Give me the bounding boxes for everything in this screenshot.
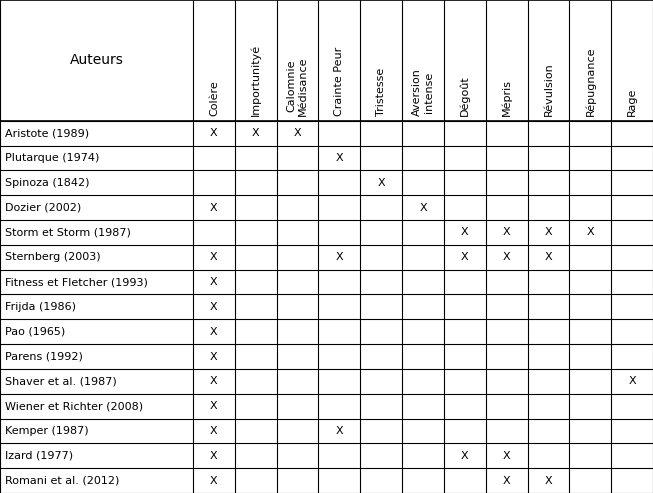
Text: X: X — [545, 476, 552, 486]
Text: Storm et Storm (1987): Storm et Storm (1987) — [5, 227, 131, 238]
Text: Dozier (2002): Dozier (2002) — [5, 203, 81, 212]
Text: Importunityé: Importunityé — [251, 44, 261, 116]
Text: Aristote (1989): Aristote (1989) — [5, 128, 89, 138]
Text: Frijda (1986): Frijda (1986) — [5, 302, 76, 312]
Text: X: X — [336, 153, 343, 163]
Text: Izard (1977): Izard (1977) — [5, 451, 72, 461]
Text: X: X — [503, 227, 511, 238]
Text: Rage: Rage — [627, 87, 637, 116]
Text: X: X — [503, 252, 511, 262]
Text: Dégoût: Dégoût — [460, 75, 470, 116]
Text: X: X — [545, 227, 552, 238]
Text: Parens (1992): Parens (1992) — [5, 352, 82, 361]
Text: X: X — [210, 302, 217, 312]
Text: Kemper (1987): Kemper (1987) — [5, 426, 88, 436]
Text: X: X — [210, 401, 217, 411]
Text: Colère: Colère — [209, 80, 219, 116]
Text: Wiener et Richter (2008): Wiener et Richter (2008) — [5, 401, 143, 411]
Text: X: X — [336, 252, 343, 262]
Text: X: X — [586, 227, 594, 238]
Text: X: X — [377, 178, 385, 188]
Text: X: X — [628, 376, 636, 387]
Text: X: X — [210, 426, 217, 436]
Text: X: X — [336, 426, 343, 436]
Text: X: X — [210, 451, 217, 461]
Text: X: X — [294, 128, 302, 138]
Text: Répugnance: Répugnance — [585, 46, 596, 116]
Text: Spinoza (1842): Spinoza (1842) — [5, 178, 89, 188]
Text: Plutarque (1974): Plutarque (1974) — [5, 153, 99, 163]
Text: X: X — [210, 352, 217, 361]
Text: Révulsion: Révulsion — [543, 62, 554, 116]
Text: X: X — [210, 203, 217, 212]
Text: Fitness et Fletcher (1993): Fitness et Fletcher (1993) — [5, 277, 148, 287]
Text: Mépris: Mépris — [502, 79, 512, 116]
Text: X: X — [461, 227, 469, 238]
Text: X: X — [545, 252, 552, 262]
Text: X: X — [210, 376, 217, 387]
Text: X: X — [210, 277, 217, 287]
Text: X: X — [210, 252, 217, 262]
Text: X: X — [461, 451, 469, 461]
Text: Tristesse: Tristesse — [376, 68, 386, 116]
Text: Crainte Peur: Crainte Peur — [334, 47, 344, 116]
Text: Pao (1965): Pao (1965) — [5, 327, 65, 337]
Text: Shaver et al. (1987): Shaver et al. (1987) — [5, 376, 116, 387]
Text: X: X — [503, 451, 511, 461]
Text: Aversion
intense: Aversion intense — [412, 68, 434, 116]
Text: X: X — [210, 327, 217, 337]
Text: X: X — [461, 252, 469, 262]
Text: X: X — [210, 476, 217, 486]
Text: X: X — [252, 128, 259, 138]
Text: X: X — [210, 128, 217, 138]
Text: X: X — [503, 476, 511, 486]
Text: Sternberg (2003): Sternberg (2003) — [5, 252, 100, 262]
Text: Calomnie
Médisance: Calomnie Médisance — [287, 56, 308, 116]
Text: X: X — [419, 203, 427, 212]
Text: Auteurs: Auteurs — [70, 53, 123, 68]
Text: Romani et al. (2012): Romani et al. (2012) — [5, 476, 119, 486]
